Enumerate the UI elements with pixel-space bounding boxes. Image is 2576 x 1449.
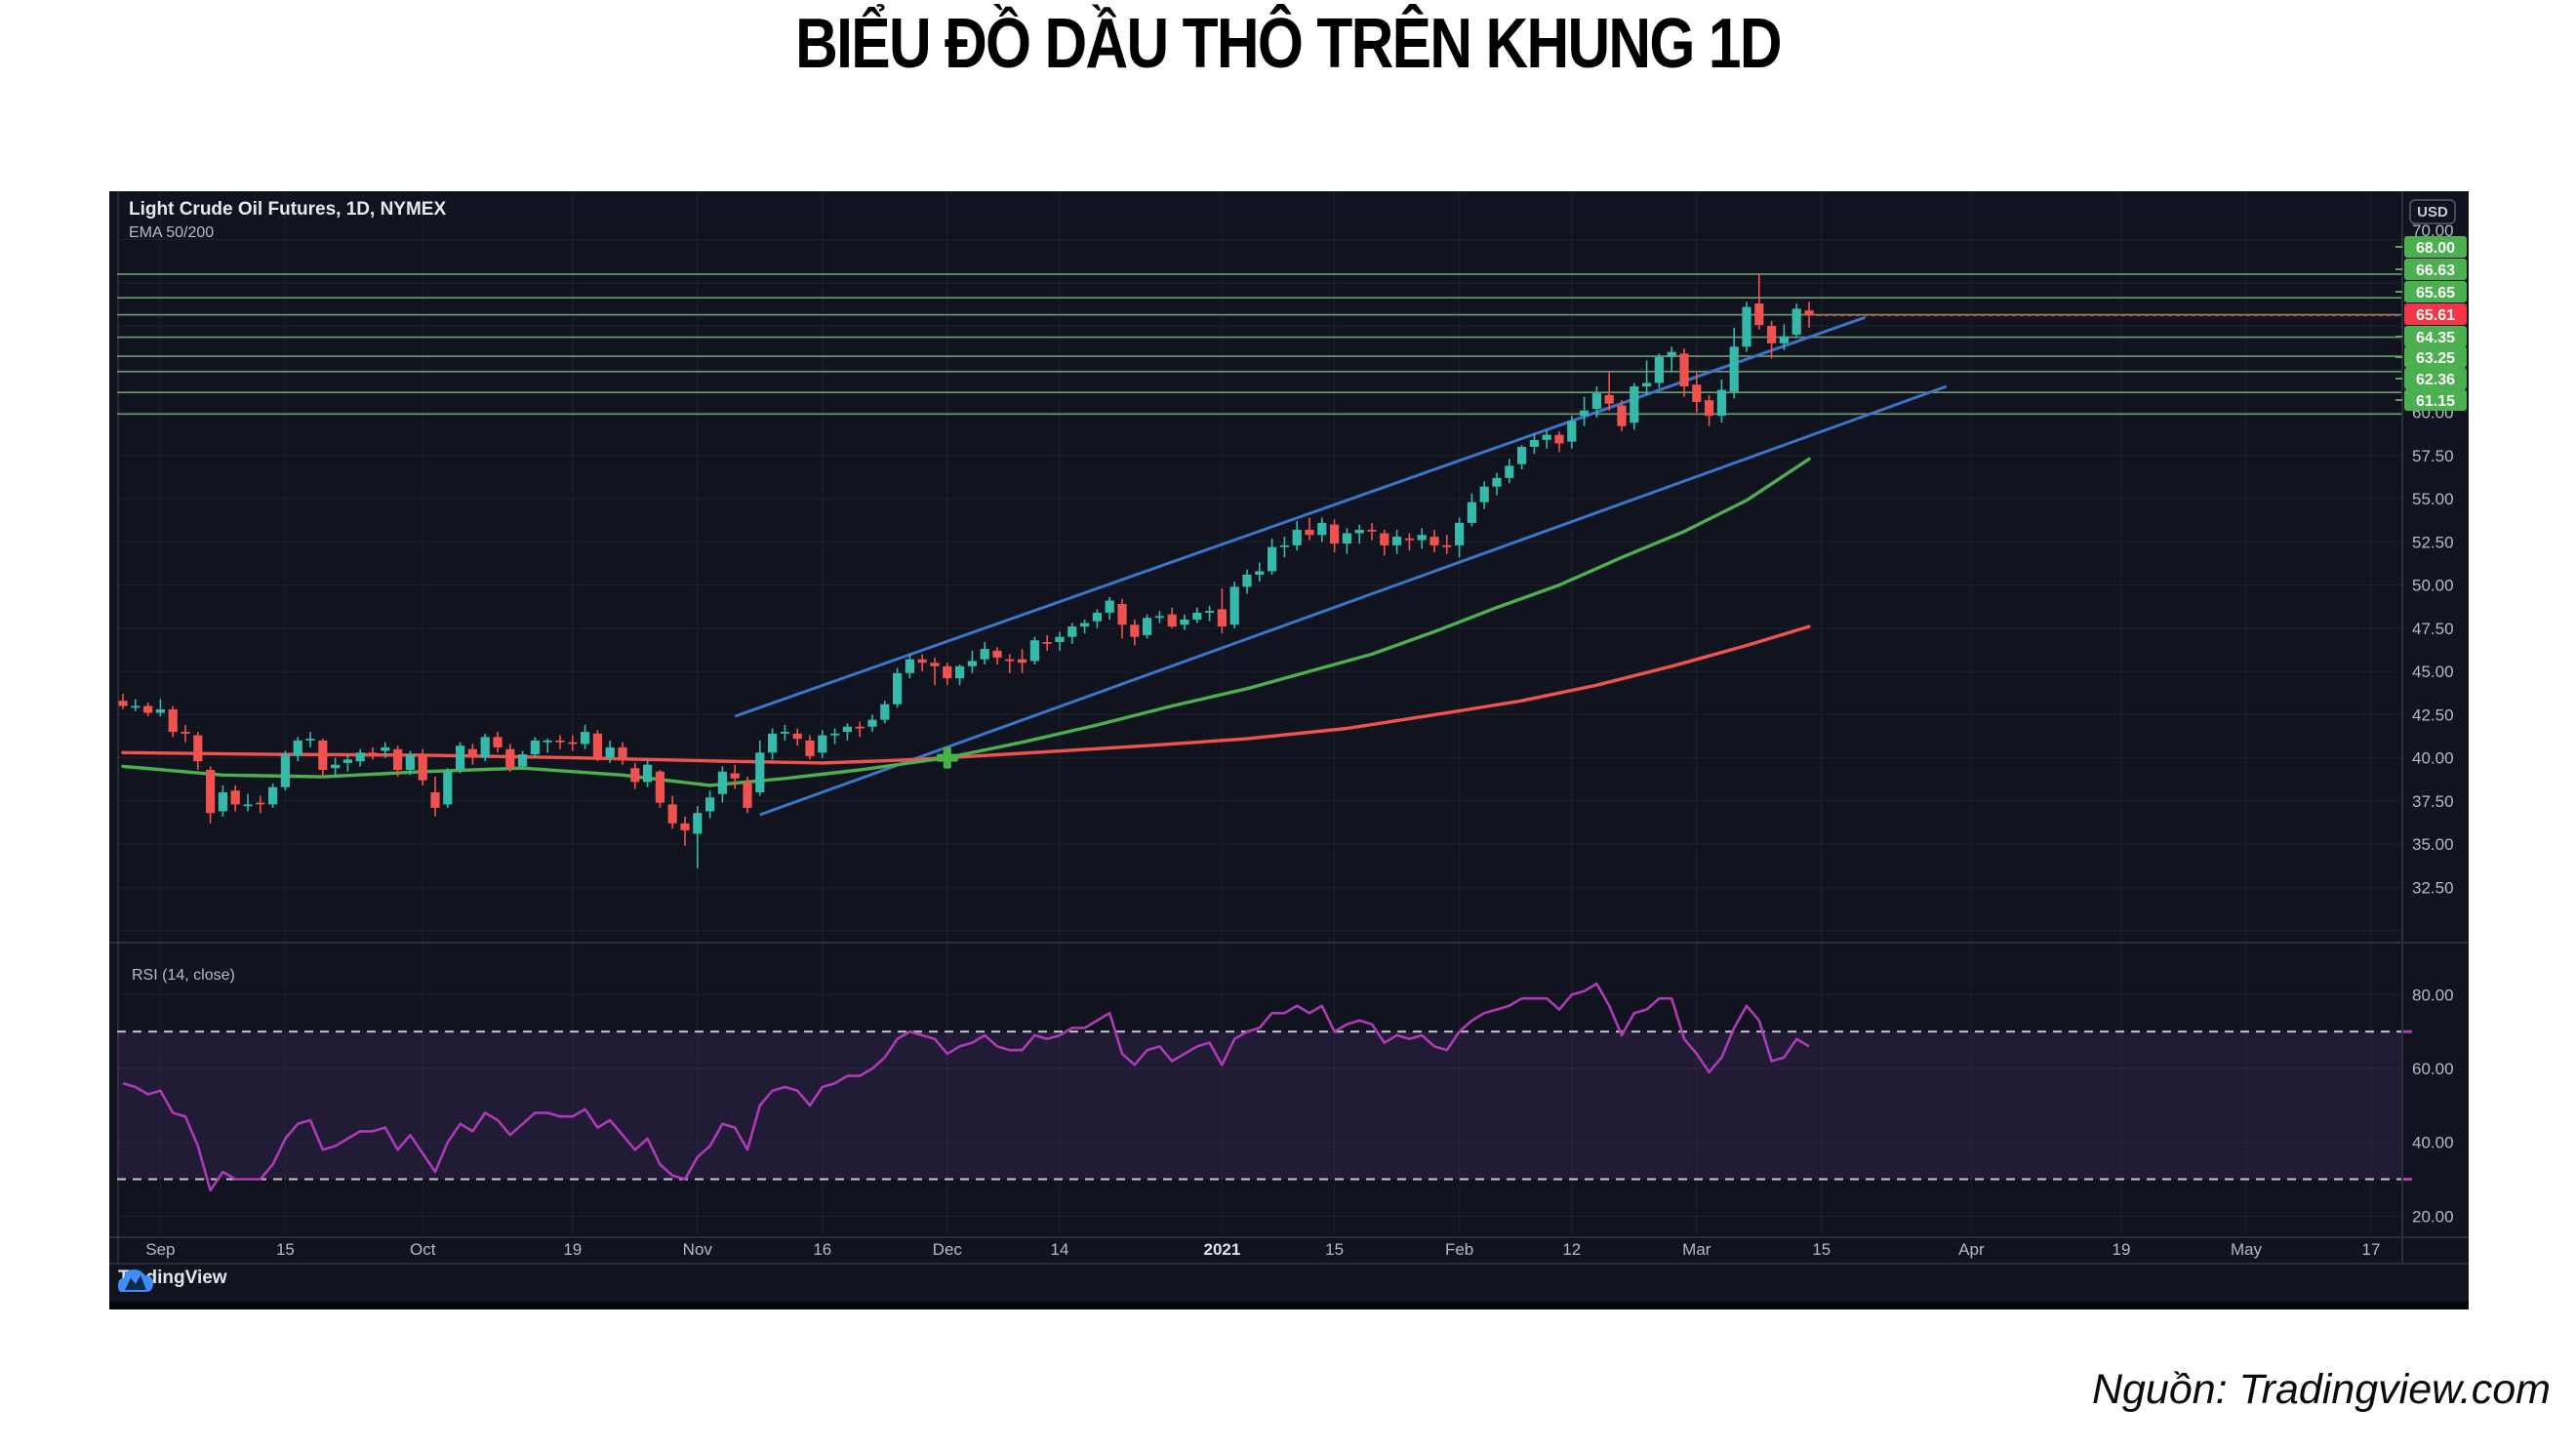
channel-lower-line[interactable]	[759, 384, 1948, 817]
time-tick-label: Oct	[410, 1240, 436, 1259]
price-tick-label: 32.50	[2412, 878, 2454, 897]
rsi-tick-label: 20.00	[2412, 1207, 2454, 1226]
price-tick-label: 45.00	[2412, 663, 2454, 681]
time-tick-label: 15	[1325, 1240, 1344, 1259]
price-tick-label: 40.00	[2412, 749, 2454, 768]
price-tick-label: 70.00	[2412, 221, 2454, 240]
tradingview-logo-icon	[118, 1269, 153, 1292]
time-tick-label: Feb	[1445, 1240, 1473, 1259]
rsi-line	[122, 982, 1810, 1192]
currency-usd-label: USD	[2417, 204, 2448, 221]
chart-canvas[interactable]: 70.00 60.00 57.50 55.00 52.50 50.00 47.50 45.00…	[109, 191, 2469, 1309]
tradingview-watermark[interactable]: TradingView	[118, 1268, 227, 1292]
time-tick-label: Sep	[145, 1240, 175, 1259]
price-level-badge-text: 61.15	[2416, 393, 2455, 410]
golden-cross-marker	[943, 746, 951, 769]
time-tick-label: 16	[813, 1240, 831, 1259]
price-tick-label: 35.00	[2412, 835, 2454, 854]
rsi-indicator-label[interactable]: RSI (14, close)	[132, 967, 235, 984]
rsi-tick-label: 60.00	[2412, 1060, 2454, 1078]
price-level-badge	[2404, 368, 2467, 389]
price-tick-label: 57.50	[2412, 447, 2454, 465]
time-axis[interactable]	[109, 1235, 2402, 1265]
time-tick-label: 17	[2362, 1240, 2381, 1259]
time-tick-label: Mar	[1682, 1240, 1711, 1259]
time-tick-label: 19	[563, 1240, 582, 1259]
current-price-badge-text: 65.61	[2416, 307, 2455, 324]
rsi-tick-label: 40.00	[2412, 1134, 2454, 1152]
time-tick-label: 14	[1051, 1240, 1069, 1259]
price-level-badge-text: 66.63	[2416, 262, 2455, 279]
current-price-badge	[2404, 303, 2467, 325]
price-level-badge	[2404, 326, 2467, 347]
time-tick-label: Nov	[683, 1240, 713, 1259]
price-level-badge-text: 65.65	[2416, 285, 2455, 302]
price-tick-label: 52.50	[2412, 533, 2454, 551]
time-tick-label: 19	[2113, 1240, 2131, 1259]
time-tick-label: 15	[276, 1240, 295, 1259]
page-title: BIỂU ĐỒ DẦU THÔ TRÊN KHUNG 1D	[795, 5, 1782, 83]
time-tick-label: 12	[1562, 1240, 1581, 1259]
price-level-badge-text: 62.36	[2416, 372, 2455, 388]
symbol-label[interactable]: Light Crude Oil Futures, 1D, NYMEX	[129, 199, 447, 220]
currency-usd-button[interactable]	[2409, 199, 2456, 224]
price-level-badge	[2404, 389, 2467, 411]
price-level-badge-text: 63.25	[2416, 350, 2455, 367]
rsi-band	[117, 1031, 2402, 1180]
price-level-badge	[2404, 236, 2467, 258]
time-tick-label: May	[2231, 1240, 2263, 1259]
time-tick-label: Dec	[933, 1240, 963, 1259]
ema200-line	[121, 624, 1811, 765]
price-tick-label: 37.50	[2412, 792, 2454, 811]
time-tick-label: 15	[1812, 1240, 1831, 1259]
price-tick-label: 50.00	[2412, 577, 2454, 595]
source-attribution: Nguồn: Tradingview.com	[2091, 1366, 2551, 1413]
tradingview-chart[interactable]: 70.00 60.00 57.50 55.00 52.50 50.00 47.50 45.00…	[109, 191, 2469, 1309]
time-tick-label: 2021	[1203, 1240, 1240, 1259]
price-level-badge	[2404, 259, 2467, 280]
price-level-badge-text: 68.00	[2416, 240, 2455, 257]
channel-upper-line[interactable]	[734, 315, 1867, 718]
price-level-badge-text: 64.35	[2416, 330, 2455, 346]
ema50-line	[121, 457, 1811, 787]
price-tick-label: 47.50	[2412, 620, 2454, 638]
time-tick-label: Apr	[1958, 1240, 1985, 1259]
price-level-badge	[2404, 281, 2467, 302]
rsi-tick-label: 80.00	[2412, 986, 2454, 1004]
price-tick-label: 55.00	[2412, 490, 2454, 508]
chart-bottom-edge	[109, 1302, 2469, 1309]
price-level-badge	[2404, 346, 2467, 368]
price-tick-label: 42.50	[2412, 705, 2454, 724]
ema-indicator-label[interactable]: EMA 50/200	[129, 224, 215, 241]
price-axis[interactable]	[2402, 191, 2469, 1255]
